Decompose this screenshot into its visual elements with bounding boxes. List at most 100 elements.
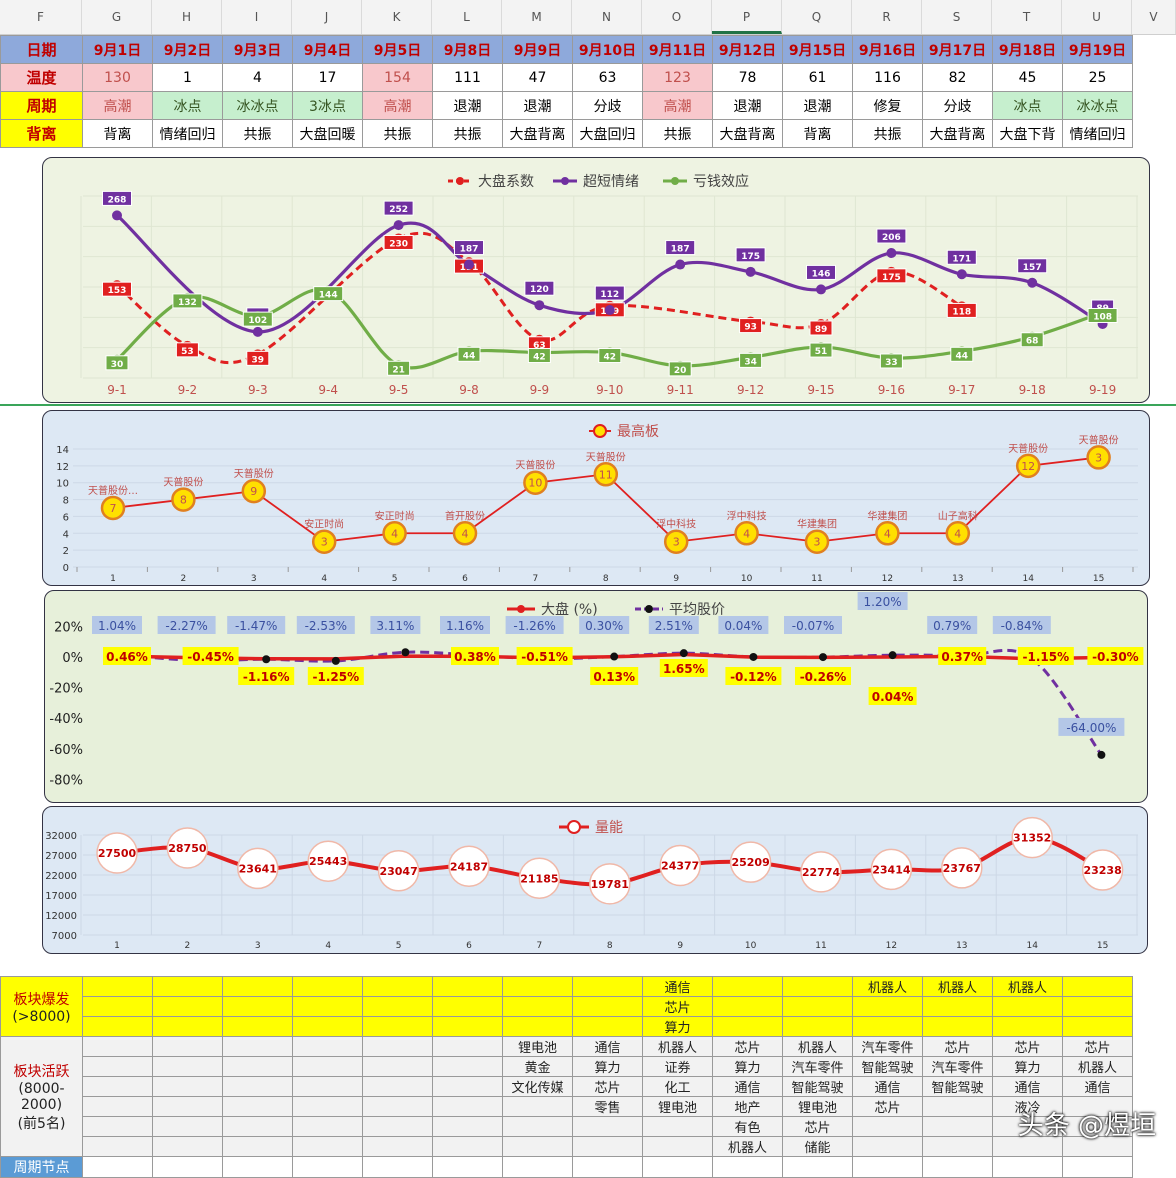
summary-cell[interactable]: 大盘下背 (992, 119, 1063, 148)
sector-cell[interactable] (362, 1156, 433, 1178)
sector-cell[interactable]: 通信 (712, 1076, 783, 1097)
sector-cell[interactable] (432, 1036, 503, 1057)
summary-cell[interactable]: 25 (1062, 63, 1133, 92)
sector-cell[interactable]: 机器人 (852, 976, 923, 997)
column-header-l[interactable]: L (432, 0, 502, 34)
sector-cell[interactable] (432, 996, 503, 1017)
sector-cell[interactable] (222, 1096, 293, 1117)
sector-cell[interactable] (222, 1076, 293, 1097)
sector-cell[interactable] (222, 1016, 293, 1037)
sector-cell[interactable] (922, 1016, 993, 1037)
sector-cell[interactable]: 机器人 (782, 1036, 853, 1057)
sector-cell[interactable]: 通信 (992, 1076, 1063, 1097)
summary-cell[interactable]: 共振 (432, 119, 503, 148)
sector-cell[interactable] (432, 1156, 503, 1178)
sector-cell[interactable] (82, 1056, 153, 1077)
sector-cell[interactable] (152, 1076, 223, 1097)
sector-cell[interactable] (222, 1116, 293, 1137)
sector-cell[interactable] (642, 1136, 713, 1157)
column-header-h[interactable]: H (152, 0, 222, 34)
sector-cell[interactable] (82, 1096, 153, 1117)
sector-cell[interactable] (922, 996, 993, 1017)
sector-cell[interactable]: 汽车零件 (782, 1056, 853, 1077)
sector-cell[interactable] (362, 976, 433, 997)
sector-cell[interactable] (712, 1016, 783, 1037)
sector-cell[interactable] (82, 996, 153, 1017)
sector-cell[interactable] (222, 976, 293, 997)
summary-cell[interactable]: 1 (152, 63, 223, 92)
summary-cell[interactable]: 9月12日 (712, 35, 783, 64)
sector-cell[interactable] (1062, 1116, 1133, 1137)
summary-cell[interactable]: 大盘回归 (572, 119, 643, 148)
sector-cell[interactable]: 机器人 (922, 976, 993, 997)
sector-cell[interactable] (922, 1156, 993, 1178)
sector-cell[interactable] (292, 1016, 363, 1037)
column-header-r[interactable]: R (852, 0, 922, 34)
sector-cell[interactable] (82, 1036, 153, 1057)
summary-cell[interactable]: 大盘背离 (502, 119, 573, 148)
sector-cell[interactable] (292, 1116, 363, 1137)
sector-cell[interactable]: 芯片 (992, 1036, 1063, 1057)
sector-cell[interactable] (432, 1116, 503, 1137)
summary-cell[interactable]: 修复 (852, 91, 923, 120)
sector-cell[interactable]: 有色 (712, 1116, 783, 1137)
sector-cell[interactable] (1062, 1016, 1133, 1037)
sector-cell[interactable] (362, 1076, 433, 1097)
sector-cell[interactable] (1062, 1156, 1133, 1178)
sector-cell[interactable] (572, 976, 643, 997)
sector-cell[interactable] (152, 1036, 223, 1057)
sector-cell[interactable] (152, 1116, 223, 1137)
sector-cell[interactable] (852, 1016, 923, 1037)
sector-cell[interactable] (1062, 996, 1133, 1017)
sector-cell[interactable] (502, 1156, 573, 1178)
sector-cell[interactable]: 证券 (642, 1056, 713, 1077)
sector-cell[interactable] (922, 1116, 993, 1137)
summary-cell[interactable]: 45 (992, 63, 1063, 92)
sector-cell[interactable]: 芯片 (642, 996, 713, 1017)
sector-cell[interactable]: 通信 (572, 1036, 643, 1057)
sector-cell[interactable]: 锂电池 (642, 1096, 713, 1117)
sector-cell[interactable] (782, 976, 853, 997)
sector-cell[interactable] (712, 976, 783, 997)
sector-cell[interactable] (502, 1096, 573, 1117)
summary-cell[interactable]: 9月1日 (82, 35, 153, 64)
summary-cell[interactable]: 共振 (852, 119, 923, 148)
column-header-n[interactable]: N (572, 0, 642, 34)
sector-cell[interactable]: 算力 (572, 1056, 643, 1077)
summary-cell[interactable]: 退潮 (712, 91, 783, 120)
sector-cell[interactable] (222, 996, 293, 1017)
sector-cell[interactable] (1062, 976, 1133, 997)
sector-cell[interactable]: 智能驾驶 (852, 1056, 923, 1077)
sector-cell[interactable] (782, 996, 853, 1017)
sector-cell[interactable] (292, 1096, 363, 1117)
sector-cell[interactable] (82, 1116, 153, 1137)
sector-cell[interactable]: 智能驾驶 (922, 1076, 993, 1097)
sector-cell[interactable] (292, 976, 363, 997)
sector-cell[interactable]: 机器人 (712, 1136, 783, 1157)
sector-cell[interactable] (572, 1016, 643, 1037)
summary-cell[interactable]: 9月17日 (922, 35, 993, 64)
sector-cell[interactable] (362, 1016, 433, 1037)
sector-cell[interactable] (222, 1056, 293, 1077)
summary-cell[interactable]: 9月5日 (362, 35, 433, 64)
sector-cell[interactable] (572, 996, 643, 1017)
summary-cell[interactable]: 9月8日 (432, 35, 503, 64)
sector-cell[interactable] (992, 1016, 1063, 1037)
sector-cell[interactable] (502, 1116, 573, 1137)
sector-cell[interactable] (852, 1136, 923, 1157)
sector-cell[interactable]: 芯片 (712, 1036, 783, 1057)
sector-cell[interactable] (922, 1096, 993, 1117)
sector-cell[interactable] (432, 1136, 503, 1157)
sector-cell[interactable] (82, 1016, 153, 1037)
sector-cell[interactable] (642, 1156, 713, 1178)
sector-cell[interactable]: 芯片 (1062, 1036, 1133, 1057)
sector-cell[interactable] (152, 1136, 223, 1157)
sector-cell[interactable] (852, 1156, 923, 1178)
sector-cell[interactable] (152, 1016, 223, 1037)
summary-cell[interactable]: 退潮 (432, 91, 503, 120)
summary-cell[interactable]: 退潮 (502, 91, 573, 120)
sector-cell[interactable] (782, 1156, 853, 1178)
summary-cell[interactable]: 冰点 (992, 91, 1063, 120)
summary-cell[interactable]: 63 (572, 63, 643, 92)
sector-cell[interactable] (82, 976, 153, 997)
